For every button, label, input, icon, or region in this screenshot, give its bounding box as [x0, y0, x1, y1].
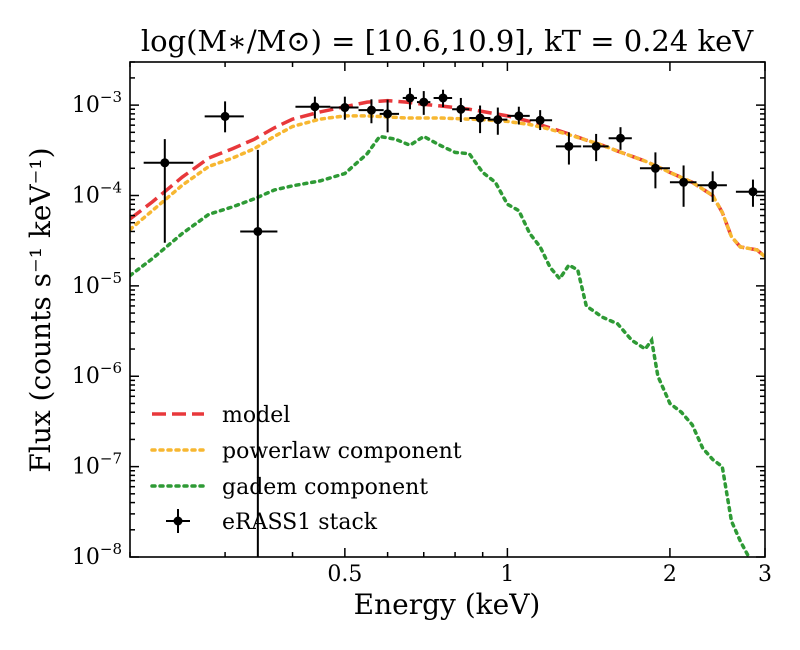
data-marker	[438, 93, 448, 103]
series-line-model	[130, 98, 765, 259]
data-point	[452, 97, 470, 123]
data-marker	[514, 111, 524, 121]
data-marker	[253, 226, 263, 236]
data-marker	[748, 187, 758, 197]
y-tick-label: 10−3	[72, 88, 122, 118]
data-points-layer	[143, 87, 765, 557]
data-marker	[419, 97, 429, 107]
data-marker	[591, 141, 601, 151]
y-tick-label: 10−4	[72, 178, 122, 208]
data-point	[204, 101, 244, 133]
data-point	[582, 133, 609, 162]
data-point	[295, 96, 331, 119]
data-point	[529, 110, 553, 131]
y-tick-label: 10−8	[72, 540, 122, 570]
y-tick-label: 10−6	[72, 359, 122, 389]
data-point	[469, 105, 491, 134]
data-marker	[456, 104, 466, 114]
axis-ticks	[129, 61, 766, 558]
legend-label-gadem: gadem component	[222, 475, 428, 500]
x-tick-label: 2	[663, 562, 677, 587]
data-point	[143, 139, 194, 243]
legend: model powerlaw component gadem component…	[150, 403, 462, 535]
data-marker	[160, 158, 170, 168]
data-marker	[366, 105, 376, 115]
x-axis-label: Energy (keV)	[354, 588, 541, 621]
data-point	[608, 127, 632, 150]
plot-frame	[129, 61, 766, 558]
legend-point-marker	[173, 516, 183, 526]
data-point	[330, 96, 359, 120]
data-marker	[340, 103, 350, 113]
data-marker	[679, 177, 689, 187]
series-line-gadem	[130, 134, 751, 557]
chart-title: log(M∗/M⊙) = [10.6,10.9], kT = 0.24 keV	[141, 24, 754, 58]
data-marker	[405, 93, 415, 103]
data-marker	[564, 141, 574, 151]
x-tick-label: 3	[758, 562, 772, 587]
data-point	[555, 132, 582, 165]
data-point	[433, 89, 453, 108]
data-point	[358, 99, 384, 124]
data-marker	[220, 111, 230, 121]
legend-swatch-erass1	[166, 509, 190, 533]
data-marker	[708, 180, 718, 190]
legend-label-model: model	[222, 403, 290, 428]
data-point	[379, 99, 400, 133]
data-marker	[383, 109, 393, 119]
data-marker	[475, 113, 485, 123]
data-point	[240, 149, 278, 557]
x-tick-label: 1	[500, 562, 514, 587]
data-point	[416, 91, 431, 115]
data-point	[735, 179, 765, 207]
data-point	[639, 152, 670, 189]
data-marker	[650, 163, 660, 173]
y-tick-label: 10−7	[72, 450, 122, 480]
data-marker	[310, 102, 320, 112]
data-point	[697, 171, 727, 202]
tick-labels: 0.5 1 2 3 10−8 10−7 10−6 10−5 10−4 10−3	[72, 88, 772, 587]
legend-label-powerlaw: powerlaw component	[222, 439, 462, 464]
y-axis-label: Flux (counts s⁻¹ keV⁻¹)	[24, 147, 57, 472]
x-tick-label: 0.5	[327, 562, 362, 587]
data-point	[402, 87, 417, 110]
legend-label-erass1: eRASS1 stack	[222, 510, 378, 535]
data-marker	[493, 115, 503, 125]
y-tick-label: 10−5	[72, 269, 122, 299]
data-point	[669, 165, 697, 207]
data-point	[487, 107, 508, 135]
data-marker	[535, 115, 545, 125]
data-point	[507, 106, 530, 125]
data-marker	[616, 133, 626, 143]
